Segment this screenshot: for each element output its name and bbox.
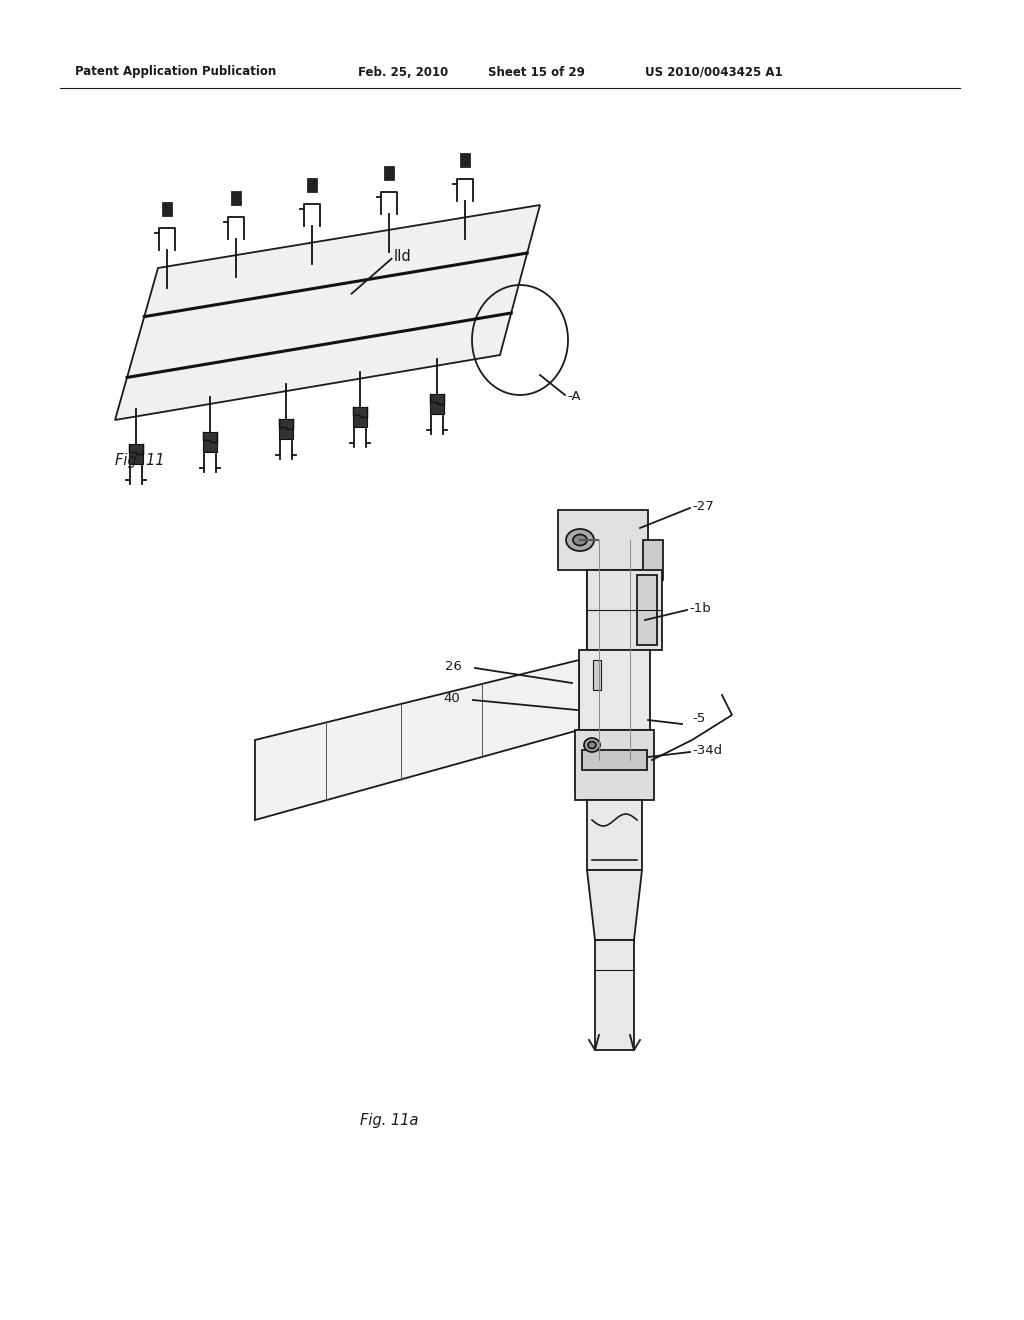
Text: Sheet 15 of 29: Sheet 15 of 29 (488, 66, 585, 78)
Bar (582, 750, 647, 770)
Ellipse shape (566, 529, 594, 550)
FancyBboxPatch shape (230, 191, 241, 205)
Text: -27: -27 (692, 499, 714, 512)
FancyBboxPatch shape (430, 393, 443, 413)
Text: Feb. 25, 2010: Feb. 25, 2010 (358, 66, 449, 78)
Bar (575, 730, 654, 800)
Bar (637, 576, 657, 645)
Text: -A: -A (567, 391, 581, 404)
Ellipse shape (584, 738, 600, 752)
FancyBboxPatch shape (307, 178, 317, 193)
Text: Patent Application Publication: Patent Application Publication (75, 66, 276, 78)
Bar (643, 540, 663, 579)
FancyBboxPatch shape (280, 418, 294, 438)
Text: -34d: -34d (692, 743, 722, 756)
Text: 40: 40 (443, 692, 460, 705)
FancyBboxPatch shape (384, 165, 393, 180)
Ellipse shape (573, 535, 587, 545)
Text: US 2010/0043425 A1: US 2010/0043425 A1 (645, 66, 782, 78)
Polygon shape (115, 205, 540, 420)
Bar (595, 940, 634, 1049)
Polygon shape (255, 660, 579, 820)
Bar (593, 660, 601, 690)
Text: 26: 26 (445, 660, 462, 672)
Text: Fig. 11a: Fig. 11a (360, 1113, 419, 1127)
Text: Fig. 11: Fig. 11 (115, 453, 165, 467)
FancyBboxPatch shape (129, 444, 143, 465)
Bar (558, 510, 648, 570)
Bar (587, 800, 642, 870)
Polygon shape (587, 870, 642, 940)
FancyBboxPatch shape (203, 432, 216, 451)
FancyBboxPatch shape (352, 407, 367, 426)
Text: -1b: -1b (689, 602, 711, 615)
Bar (587, 520, 642, 760)
FancyBboxPatch shape (460, 153, 470, 166)
Bar (587, 570, 662, 649)
Bar (579, 649, 650, 730)
Text: -5: -5 (692, 711, 706, 725)
FancyBboxPatch shape (162, 202, 172, 216)
Ellipse shape (588, 742, 596, 748)
Text: IId: IId (393, 249, 412, 264)
